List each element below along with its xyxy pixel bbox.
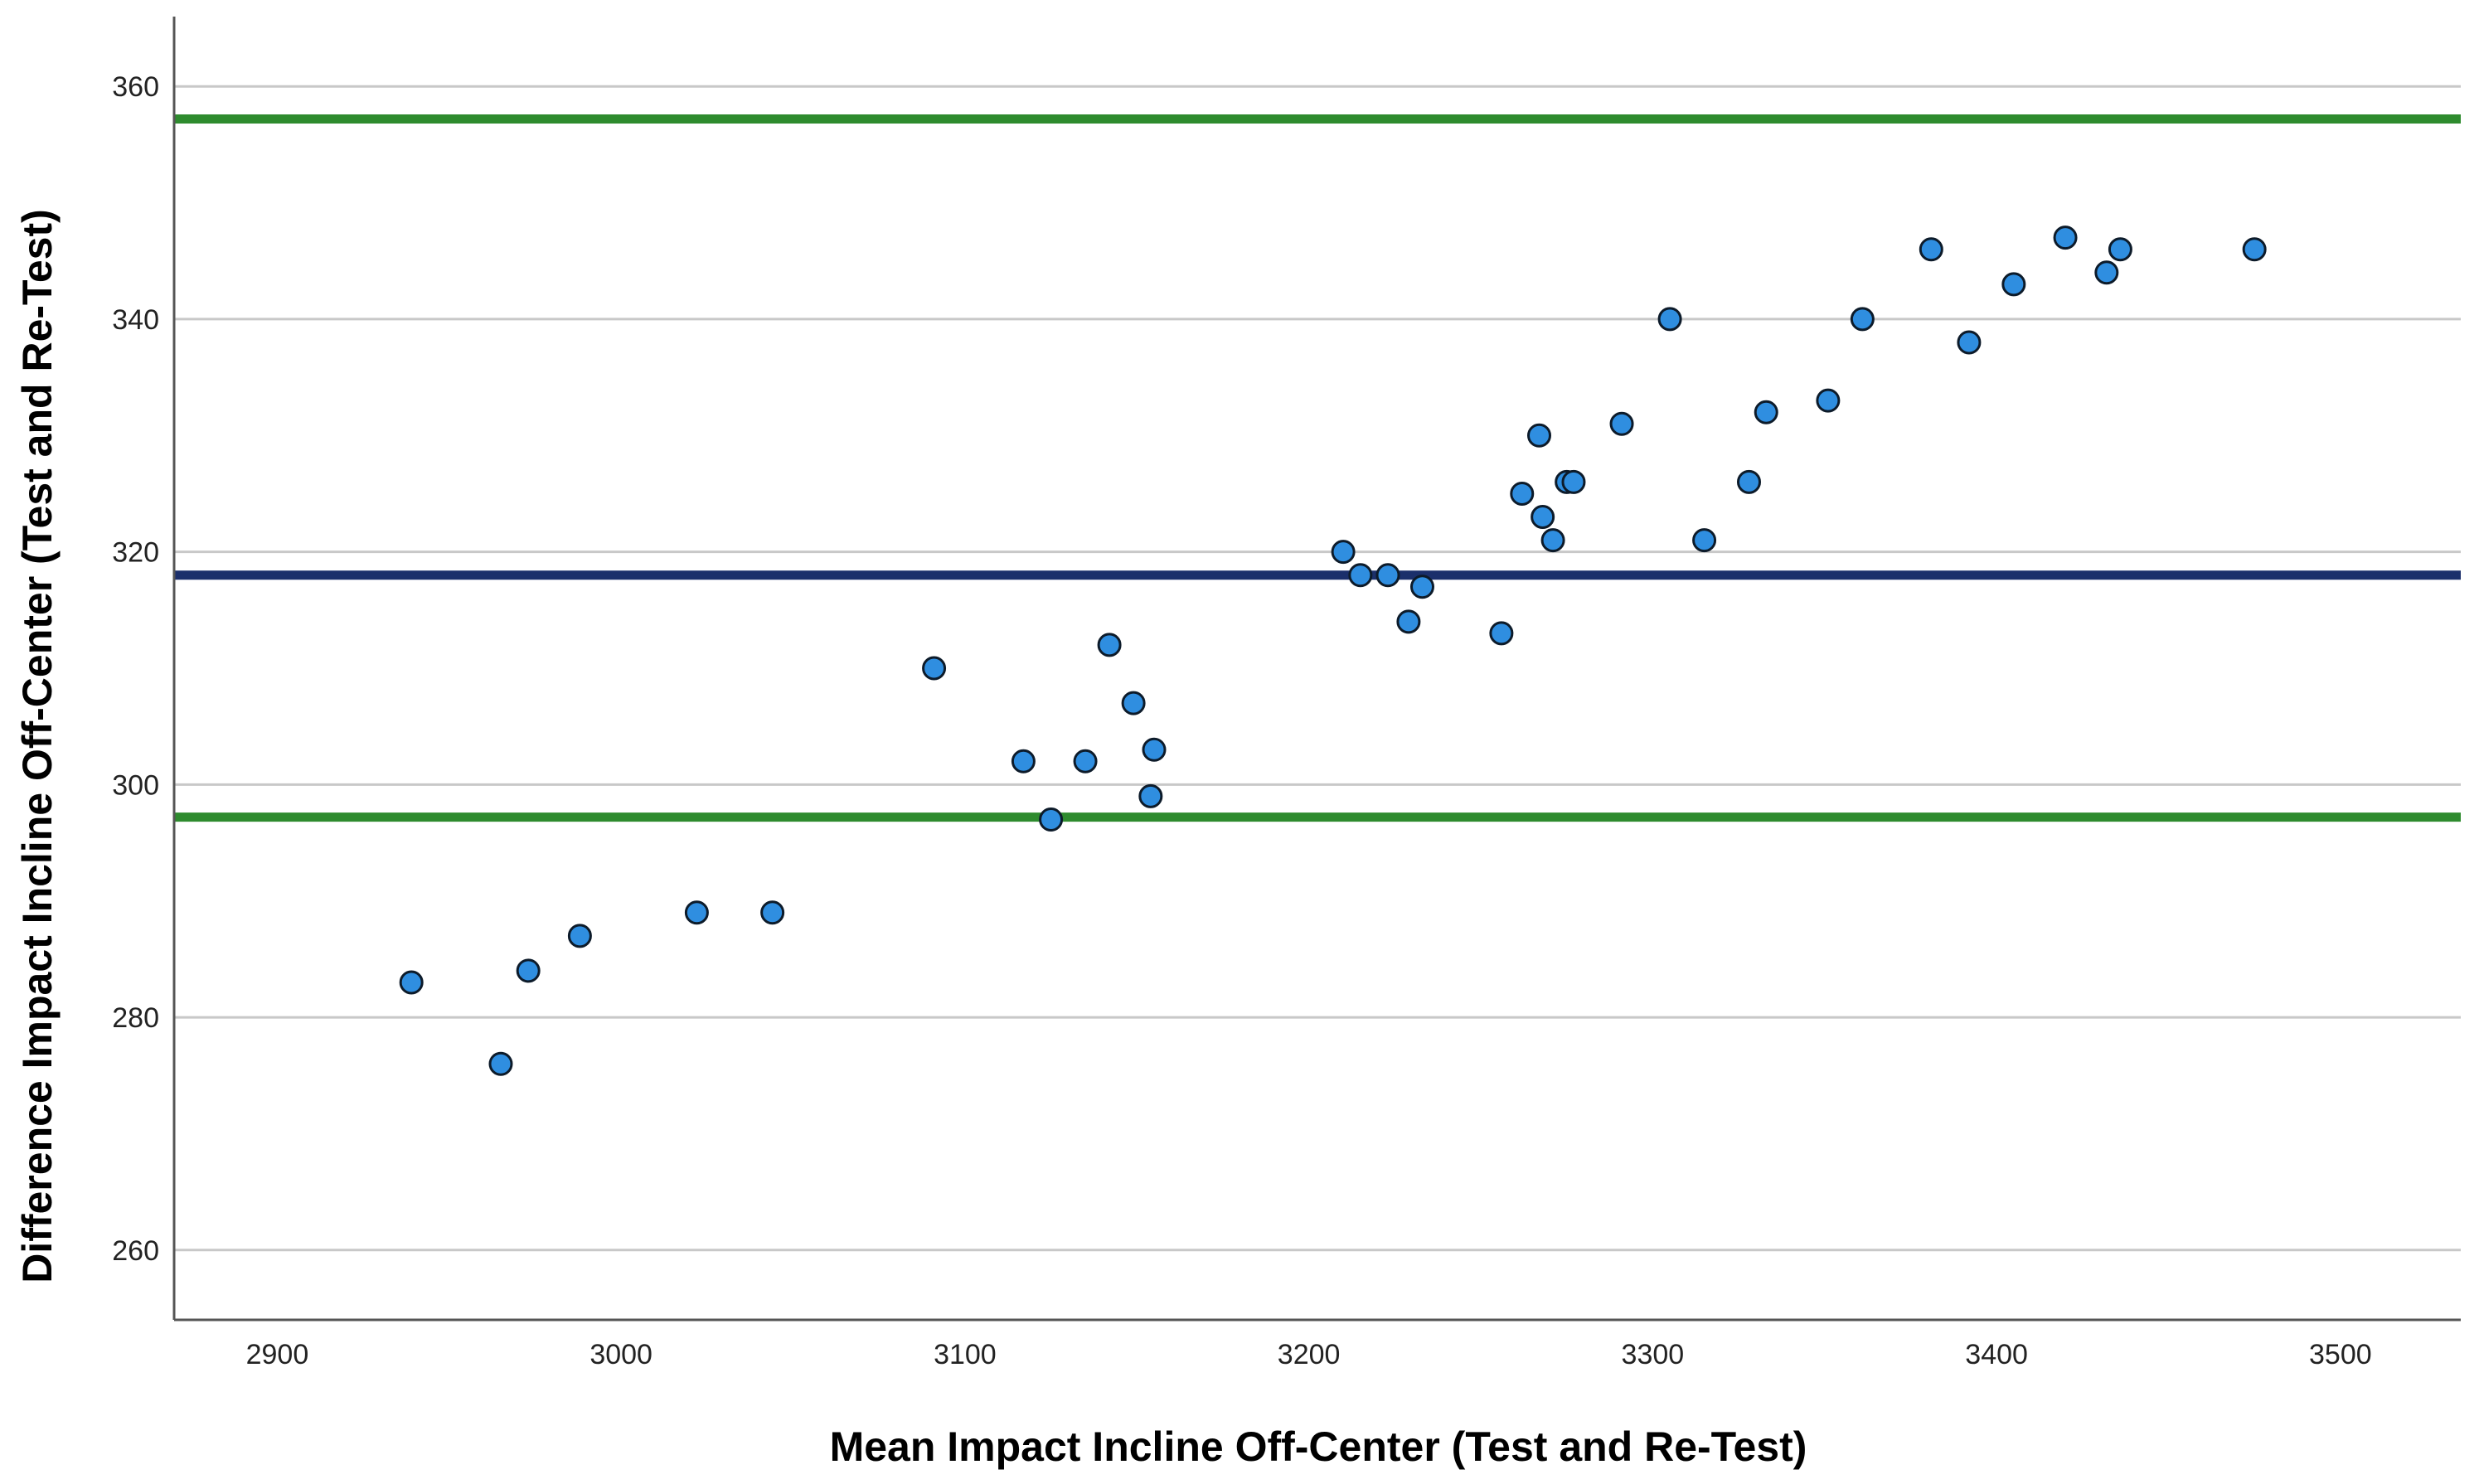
y-tick-label: 340 bbox=[112, 304, 159, 336]
data-point bbox=[1657, 307, 1682, 332]
data-point bbox=[2242, 237, 2267, 262]
y-tick-label: 360 bbox=[112, 71, 159, 103]
x-axis-title: Mean Impact Incline Off-Center (Test and… bbox=[830, 1423, 1807, 1470]
data-point bbox=[1142, 737, 1167, 762]
x-tick-label: 3300 bbox=[1622, 1339, 1685, 1370]
data-point bbox=[1919, 237, 1943, 262]
data-point bbox=[1396, 609, 1421, 634]
data-point bbox=[1331, 540, 1356, 565]
data-point bbox=[1510, 481, 1535, 506]
data-point bbox=[1039, 807, 1064, 832]
data-point bbox=[922, 656, 947, 681]
data-point bbox=[760, 900, 785, 925]
data-point bbox=[684, 900, 709, 925]
data-point bbox=[2053, 226, 2078, 250]
data-point bbox=[1754, 400, 1778, 424]
data-point bbox=[2108, 237, 2132, 262]
data-points bbox=[399, 226, 2267, 1076]
data-point bbox=[1531, 505, 1555, 530]
y-axis-title: Difference Impact Incline Off-Center (Te… bbox=[14, 209, 61, 1283]
data-point bbox=[488, 1051, 513, 1076]
data-point bbox=[1375, 563, 1400, 588]
x-tick-label: 3000 bbox=[589, 1339, 652, 1370]
data-point bbox=[399, 970, 424, 995]
y-tick-label: 260 bbox=[112, 1235, 159, 1267]
data-point bbox=[1540, 528, 1565, 553]
data-point bbox=[1011, 749, 1036, 774]
y-tick-label: 320 bbox=[112, 537, 159, 569]
data-point bbox=[567, 924, 592, 948]
data-point bbox=[1138, 783, 1163, 808]
data-point bbox=[1489, 621, 1514, 646]
data-point bbox=[1073, 749, 1098, 774]
data-point bbox=[1736, 469, 1761, 494]
data-point bbox=[1409, 575, 1434, 599]
tick-labels: 260 280 300 320 340 360 2900 3000 3100 3200 3300 34… bbox=[112, 71, 2371, 1370]
x-tick-label: 3100 bbox=[934, 1339, 997, 1370]
data-point bbox=[2001, 272, 2026, 297]
data-point bbox=[1561, 469, 1586, 494]
data-point bbox=[1692, 528, 1717, 553]
x-tick-label: 3500 bbox=[2309, 1339, 2372, 1370]
y-tick-label: 300 bbox=[112, 769, 159, 801]
axes bbox=[172, 17, 2461, 1322]
data-point bbox=[1816, 388, 1841, 413]
data-point bbox=[1957, 330, 1982, 355]
y-tick-label: 280 bbox=[112, 1002, 159, 1034]
x-tick-label: 3200 bbox=[1278, 1339, 1341, 1370]
reference-lines bbox=[174, 114, 2461, 822]
data-point bbox=[1121, 691, 1146, 715]
data-point bbox=[1609, 411, 1634, 436]
x-tick-label: 3400 bbox=[1965, 1339, 2028, 1370]
data-point bbox=[1850, 307, 1875, 332]
data-point bbox=[516, 958, 541, 983]
data-point bbox=[1527, 423, 1552, 448]
x-tick-label: 2900 bbox=[246, 1339, 309, 1370]
data-point bbox=[1097, 633, 1122, 657]
grid-lines bbox=[174, 85, 2461, 1252]
data-point bbox=[2094, 260, 2119, 285]
data-point bbox=[1348, 563, 1373, 588]
